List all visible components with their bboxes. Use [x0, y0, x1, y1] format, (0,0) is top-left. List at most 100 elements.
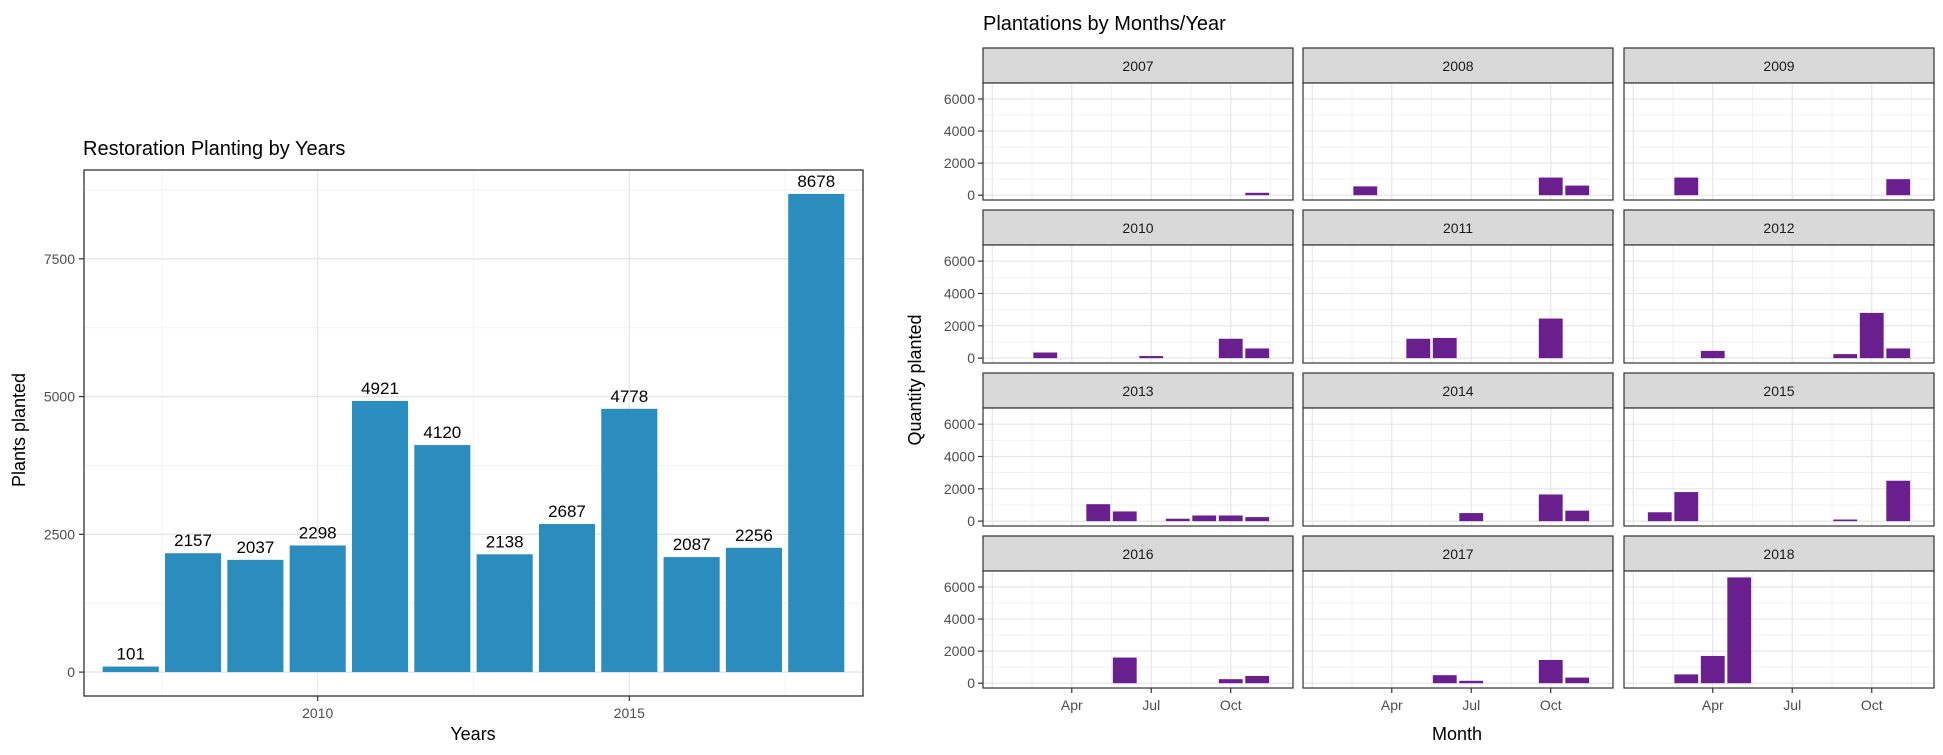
monthly-facet-chart: Plantations by Months/Year 2007 0 2000 4000… — [905, 13, 1935, 744]
facet-background — [1303, 83, 1613, 200]
facet-strip-label: 2009 — [1763, 58, 1794, 74]
left-bar — [788, 193, 845, 673]
facet-background — [983, 245, 1293, 363]
left-bar — [601, 408, 658, 673]
facet-grid: 2007 0 2000 4000 6000 2008 2009 2010 0 2000 4000 60… — [944, 47, 1935, 713]
facet-strip-label: 2014 — [1442, 383, 1473, 399]
facet-bar — [1086, 504, 1111, 522]
facet-background — [1303, 408, 1613, 526]
facet-panel: 2016 0 2000 4000 6000 Apr Jul Oct — [944, 535, 1294, 713]
facet-y-tick-label: 6000 — [944, 253, 975, 269]
facet-y-tick-label: 2000 — [944, 318, 975, 334]
facet-bar — [1112, 511, 1137, 522]
facet-strip-label: 2012 — [1763, 220, 1794, 236]
left-bar — [414, 445, 471, 673]
facet-bar — [1727, 577, 1752, 684]
facet-border — [982, 570, 1294, 689]
facet-bar — [1538, 659, 1563, 684]
facet-bar — [1139, 356, 1164, 359]
left-bar-value-label: 2256 — [735, 526, 773, 545]
left-y-tick-label: 7500 — [44, 251, 75, 267]
facet-bar — [1165, 518, 1190, 522]
facet-bar — [1833, 519, 1858, 522]
facet-strip-label: 2013 — [1122, 383, 1153, 399]
facet-bar — [1406, 338, 1431, 359]
facet-bar — [1700, 350, 1725, 359]
left-y-axis-label: Plants planted — [9, 373, 29, 487]
facet-bar — [1245, 348, 1270, 359]
facet-background — [1624, 245, 1934, 363]
facet-bar — [1833, 354, 1858, 359]
facet-strip — [1623, 535, 1935, 572]
facet-strip — [982, 209, 1294, 246]
facet-border — [1302, 570, 1614, 689]
facet-y-tick-label: 6000 — [944, 91, 975, 107]
left-y-tick-label: 5000 — [44, 389, 75, 405]
facet-background — [983, 571, 1293, 688]
left-bar — [725, 547, 782, 673]
facet-strip-label: 2008 — [1442, 58, 1473, 74]
left-bar-value-label: 2157 — [174, 531, 212, 550]
facet-x-tick-label: Apr — [1381, 697, 1403, 713]
facet-strip — [982, 47, 1294, 84]
facet-strip — [1302, 535, 1614, 572]
facet-panel: 2018 Apr Jul Oct — [1623, 535, 1935, 713]
facet-y-tick-label: 4000 — [944, 285, 975, 301]
facet-strip-label: 2016 — [1122, 546, 1153, 562]
facet-bar — [1218, 679, 1243, 684]
left-bar-value-label: 2087 — [673, 535, 711, 554]
left-bar — [476, 554, 533, 673]
left-plot-panel: 101 2157 2037 2298 4921 4120 2138 2687 4778 2087 2… — [44, 169, 864, 721]
facet-panel: 2015 — [1623, 372, 1935, 527]
facet-x-tick-label: Apr — [1061, 697, 1083, 713]
facet-panel: 2011 — [1302, 209, 1614, 364]
facet-border — [1623, 244, 1935, 364]
facet-bar — [1192, 515, 1217, 522]
facet-strip — [1302, 372, 1614, 409]
facet-bar — [1245, 675, 1270, 684]
facet-bar — [1245, 517, 1270, 522]
facet-strip-label: 2015 — [1763, 383, 1794, 399]
facet-y-tick-label: 6000 — [944, 416, 975, 432]
facet-background — [983, 83, 1293, 200]
facet-background — [1624, 571, 1934, 688]
facet-strip — [1302, 209, 1614, 246]
facet-bar — [1218, 515, 1243, 522]
left-x-tick-label: 2015 — [614, 705, 645, 721]
facet-bar — [1459, 680, 1484, 684]
facet-strip-label: 2007 — [1122, 58, 1153, 74]
left-chart-title: Restoration Planting by Years — [83, 138, 345, 160]
facet-panel: 2012 — [1623, 209, 1935, 364]
left-bar-value-label: 2037 — [236, 538, 274, 557]
facet-background — [1303, 571, 1613, 688]
facet-strip-label: 2011 — [1443, 220, 1473, 236]
left-bar — [165, 553, 222, 673]
facet-border — [1302, 407, 1614, 527]
facet-bar — [1674, 177, 1699, 196]
left-bar-value-label: 2298 — [299, 523, 337, 542]
facet-y-tick-label: 4000 — [944, 123, 975, 139]
left-bar — [663, 557, 720, 673]
facet-y-tick-label: 0 — [967, 350, 975, 366]
facet-bar — [1647, 512, 1672, 522]
left-bar-value-label: 2687 — [548, 502, 586, 521]
right-chart-title: Plantations by Months/Year — [983, 13, 1226, 35]
facet-y-tick-label: 4000 — [944, 611, 975, 627]
left-bar-value-label: 2138 — [486, 532, 524, 551]
facet-x-tick-label: Jul — [1783, 697, 1801, 713]
left-y-tick-label: 0 — [67, 664, 75, 680]
facet-bar — [1700, 655, 1725, 684]
right-x-axis-label: Month — [1432, 724, 1482, 744]
left-bar — [102, 666, 159, 673]
facet-strip — [982, 372, 1294, 409]
facet-panel: 2013 0 2000 4000 6000 — [944, 372, 1294, 529]
facet-background — [1303, 245, 1613, 363]
facet-y-tick-label: 0 — [967, 513, 975, 529]
facet-x-tick-label: Oct — [1220, 697, 1242, 713]
facet-bar — [1565, 677, 1590, 684]
facet-panel: 2007 0 2000 4000 6000 — [944, 47, 1294, 203]
facet-y-tick-label: 0 — [967, 675, 975, 691]
facet-bar — [1033, 352, 1058, 359]
facet-bar — [1538, 494, 1563, 522]
facet-border — [982, 82, 1294, 201]
